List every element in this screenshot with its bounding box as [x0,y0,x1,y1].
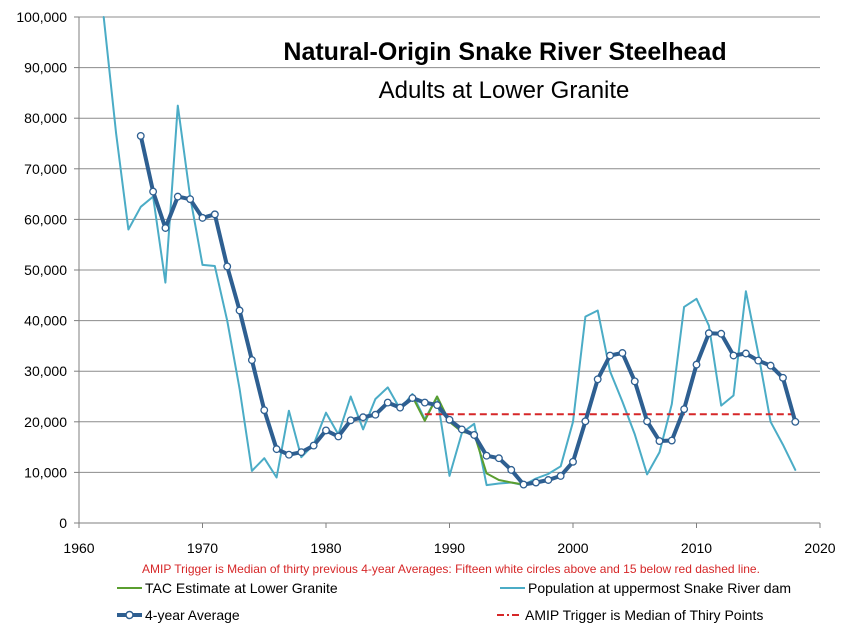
average-point-2013 [729,351,738,360]
average-point-2007 [655,437,664,445]
legend-label-amip-trigger: AMIP Trigger is Median of Thiry Points [525,607,763,623]
chart-note: AMIP Trigger is Median of thirty previou… [142,562,760,576]
average-point-1985 [383,398,392,407]
average-point-2009 [680,405,689,414]
legend-label-population: Population at uppermost Snake River dam [528,580,791,596]
average-point-1975 [260,406,269,415]
average-point-1983 [359,413,367,422]
average-point-1970 [198,213,207,222]
average-point-1966 [149,187,158,196]
average-point-2001 [581,417,590,426]
average-point-1971 [210,210,219,219]
average-point-2008 [667,436,676,445]
average-point-2006 [643,417,652,426]
population-line [102,16,797,487]
average-point-1967 [161,224,170,232]
average-point-1986 [396,403,405,412]
axes [74,16,821,528]
average-point-2000 [569,457,577,466]
average-point-1981 [334,432,343,441]
average-point-1972 [223,262,232,271]
average-point-1984 [371,410,380,419]
y-tick-labels: 0 10,000 20,000 30,000 40,000 50,000 60,000 70,… [16,9,67,531]
average-point-2018 [791,417,800,426]
average-point-1996 [519,480,528,489]
average-point-2011 [704,329,713,338]
chart-subtitle: Adults at Lower Granite [379,77,630,104]
average-point-1994 [494,454,503,463]
legend-marker-4yr-average [125,610,134,620]
average-point-1978 [297,448,306,457]
y-tick-label-2: 20,000 [24,414,67,430]
y-tick-label-4: 40,000 [24,313,67,329]
average-point-2012 [717,329,726,338]
average-point-1979 [309,441,318,450]
average-point-2004 [618,349,627,357]
average-point-1999 [556,471,565,480]
legend-label-tac: TAC Estimate at Lower Granite [145,580,338,596]
average-point-2014 [741,349,750,358]
average-point-1989 [433,401,442,410]
average-point-1995 [507,465,516,474]
x-tick-label-6: 2020 [804,540,835,556]
y-tick-label-1: 10,000 [24,464,67,480]
y-tick-label-6: 60,000 [24,211,67,227]
y-tick-label-5: 50,000 [24,262,67,278]
average-point-2010 [692,360,701,369]
y-tick-label-9: 90,000 [24,60,67,76]
y-tick-label-3: 30,000 [24,363,67,379]
average-point-1969 [186,195,195,204]
x-tick-label-3: 1990 [434,540,465,556]
average-point-2005 [630,377,639,386]
y-tick-label-0: 0 [59,515,67,531]
average-point-1980 [322,426,330,435]
y-tick-label-7: 70,000 [24,161,67,177]
x-tick-label-1: 1970 [187,540,218,556]
x-tick-label-2: 1980 [310,540,341,556]
average-point-1988 [420,398,429,407]
x-tick-label-4: 2000 [557,540,588,556]
average-point-1974 [247,356,256,365]
average-point-1973 [235,306,244,315]
average-point-1990 [445,415,454,424]
four-year-average-line [138,133,798,487]
average-point-1982 [346,416,355,425]
average-point-2016 [766,361,775,370]
average-point-1993 [482,451,491,460]
x-tick-label-5: 2010 [681,540,712,556]
average-point-1991 [457,425,466,434]
average-point-2003 [606,351,614,360]
average-point-1977 [285,450,293,459]
average-point-1998 [544,476,553,484]
average-point-1965 [136,131,145,140]
average-point-2017 [779,373,787,382]
x-tick-labels: 1960 1970 1980 1990 2000 2010 2020 [63,540,835,556]
legend-label-4yr-average: 4-year Average [145,607,240,623]
average-point-1968 [173,192,182,201]
average-point-1976 [272,445,281,454]
chart-title: Natural-Origin Snake River Steelhead [283,38,726,66]
series-group [102,16,800,489]
y-tick-label-10: 100,000 [16,9,67,25]
average-point-2002 [593,375,602,384]
y-tick-label-8: 80,000 [24,110,67,126]
legend: TAC Estimate at Lower Granite Population… [117,580,791,623]
average-point-1997 [532,478,540,487]
average-point-1987 [408,394,417,402]
average-point-1992 [470,431,479,439]
average-point-2015 [754,356,763,365]
x-tick-label-0: 1960 [63,540,94,556]
